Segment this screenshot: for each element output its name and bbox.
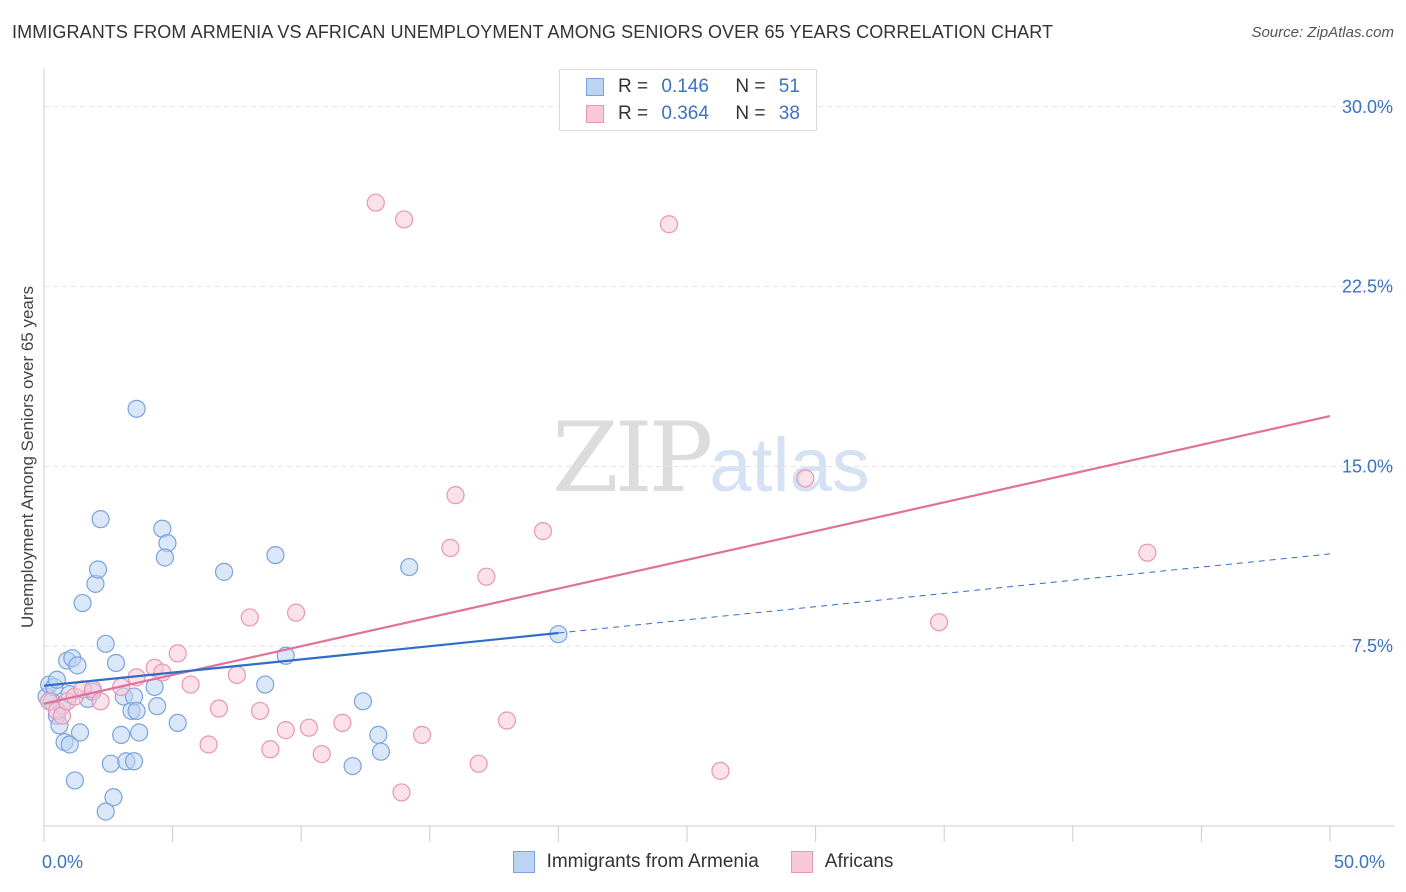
y-tick-label: 7.5%	[1352, 636, 1393, 656]
legend-n-value: 38	[778, 103, 800, 124]
data-point-africans	[533, 522, 553, 541]
data-point-armenia	[91, 510, 110, 529]
y-tick-label: 30.0%	[1342, 97, 1393, 117]
data-point-armenia	[400, 557, 419, 577]
legend-r-label: R =	[618, 103, 649, 124]
data-point-africans	[299, 718, 319, 737]
trend-line-africans	[43, 414, 1331, 705]
data-point-africans	[711, 761, 730, 780]
legend-swatch-africans	[790, 851, 813, 873]
legend-swatch-blue	[586, 78, 604, 96]
data-point-armenia	[371, 742, 391, 761]
data-point-armenia	[127, 399, 146, 418]
trend-lines	[43, 414, 1331, 705]
axes	[43, 68, 1394, 842]
chart-title: IMMIGRANTS FROM ARMENIA VS AFRICAN UNEMP…	[12, 22, 1054, 42]
data-point-africans	[477, 567, 496, 586]
legend-row-armenia: R = 0.146 N = 51	[586, 75, 800, 99]
data-point-armenia	[343, 756, 362, 776]
data-point-africans	[276, 721, 295, 740]
data-point-armenia	[96, 634, 115, 653]
data-point-armenia	[124, 752, 144, 771]
data-point-africans	[227, 665, 246, 685]
data-point-armenia	[65, 771, 84, 790]
data-point-armenia	[60, 735, 79, 754]
data-point-africans	[394, 210, 414, 229]
data-point-africans	[412, 725, 432, 744]
legend-label-africans: Africans	[824, 851, 894, 872]
data-point-armenia	[214, 562, 234, 581]
data-point-africans	[366, 193, 385, 212]
trend-line-armenia-extrapolated	[558, 553, 1331, 634]
legend-r-value: 0.364	[661, 103, 709, 124]
data-point-armenia	[88, 560, 108, 579]
legend-row-africans: R = 0.364 N = 38	[586, 102, 800, 126]
legend-n-value: 51	[778, 76, 800, 97]
data-point-armenia	[96, 802, 115, 821]
data-point-africans	[1138, 543, 1157, 562]
correlation-legend: R = 0.146 N = 51 R = 0.364 N = 38	[559, 69, 817, 131]
data-point-africans	[91, 692, 110, 711]
legend-swatch-pink	[586, 105, 604, 123]
data-point-armenia	[168, 713, 187, 733]
data-point-armenia	[256, 675, 275, 694]
data-point-armenia	[127, 701, 146, 721]
data-point-africans	[209, 699, 228, 718]
data-point-armenia	[104, 788, 123, 807]
data-point-armenia	[353, 692, 373, 711]
x-tick-label-min: 0.0%	[42, 852, 84, 872]
data-point-armenia	[369, 725, 388, 744]
data-point-armenia	[73, 593, 92, 613]
grid-lines	[44, 106, 1394, 647]
data-point-africans	[469, 754, 488, 773]
legend-n-label: N =	[735, 103, 766, 124]
data-point-africans	[659, 215, 679, 234]
data-point-armenia	[148, 697, 167, 716]
data-point-africans	[286, 603, 306, 622]
data-point-africans	[392, 783, 411, 802]
x-tick-label-max: 50.0%	[1334, 852, 1386, 872]
data-point-africans	[333, 713, 352, 733]
data-point-armenia	[155, 548, 174, 567]
series-africans-points	[40, 193, 1157, 802]
data-point-africans	[240, 608, 259, 627]
data-point-africans	[168, 644, 187, 663]
legend-n-label: N =	[735, 76, 766, 97]
series-legend: Immigrants from Armenia Africans	[0, 851, 1406, 873]
legend-item-armenia: Immigrants from Armenia	[512, 851, 759, 873]
data-point-armenia	[68, 656, 87, 675]
y-tick-label: 15.0%	[1342, 456, 1393, 476]
y-tick-labels: 7.5% 15.0% 22.5% 30.0%	[1342, 97, 1393, 656]
data-point-armenia	[70, 723, 90, 742]
data-point-africans	[181, 675, 200, 694]
data-point-armenia	[106, 653, 126, 673]
y-tick-label: 22.5%	[1342, 277, 1393, 297]
legend-r-value: 0.146	[661, 76, 709, 97]
data-point-africans	[441, 538, 460, 557]
data-point-africans	[312, 744, 331, 764]
trend-line-armenia	[43, 631, 559, 687]
data-point-armenia	[266, 545, 285, 565]
legend-r-label: R =	[618, 76, 649, 97]
data-point-armenia	[112, 725, 131, 744]
data-point-africans	[929, 613, 949, 632]
data-point-africans	[199, 735, 218, 754]
legend-item-africans: Africans	[790, 851, 894, 873]
data-point-africans	[796, 469, 815, 488]
data-point-armenia	[130, 723, 149, 742]
data-point-africans	[497, 711, 517, 730]
data-point-africans	[261, 740, 280, 759]
data-point-africans	[250, 701, 270, 721]
source-label: Source: ZipAtlas.com	[1251, 24, 1394, 41]
data-point-africans	[446, 486, 465, 505]
data-point-armenia	[101, 754, 120, 773]
legend-swatch-armenia	[512, 851, 535, 873]
legend-label-armenia: Immigrants from Armenia	[546, 851, 759, 872]
